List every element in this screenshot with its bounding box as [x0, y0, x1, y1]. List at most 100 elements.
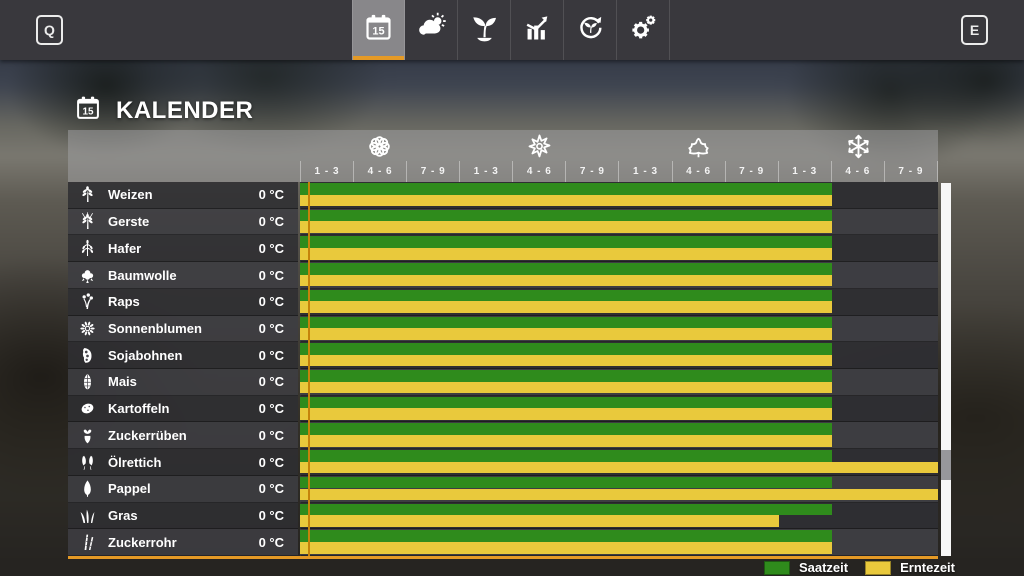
menu-tabs: 15 [352, 0, 670, 60]
vertical-scrollbar[interactable] [941, 183, 951, 556]
weather-icon [416, 12, 447, 48]
next-menu-key-button[interactable]: E [961, 15, 988, 45]
period-label: 7 - 9 [406, 161, 459, 182]
tab-calendar[interactable]: 15 [352, 0, 405, 60]
season-autumn [619, 130, 779, 161]
crop-row-kartoffeln[interactable]: Kartoffeln 0 °C [68, 395, 938, 423]
snowflake-icon [845, 127, 872, 165]
crop-temperature: 0 °C [258, 187, 284, 203]
crop-row-gras[interactable]: Gras 0 °C [68, 502, 938, 530]
tab-economy[interactable] [564, 0, 617, 60]
crop-row-weizen[interactable]: Weizen 0 °C [68, 182, 938, 209]
sow-period-bar [300, 370, 832, 382]
crop-period-chart [300, 395, 938, 423]
harvest-period-bar [300, 194, 832, 207]
crop-name-cell: Gras 0 °C [68, 502, 298, 530]
sun-icon [526, 127, 553, 165]
crop-temperature: 0 °C [258, 507, 284, 523]
chart-legend: Saatzeit Erntezeit [763, 559, 955, 576]
grass-icon [78, 506, 97, 525]
crop-temperature: 0 °C [258, 374, 284, 390]
harvest-period-bar [300, 408, 832, 420]
crop-period-chart [300, 529, 938, 557]
scrollbar-track-gap [941, 450, 951, 480]
legend-swatch-sow [763, 560, 790, 575]
crop-temperature: 0 °C [258, 214, 284, 230]
crop-name-cell: Hafer 0 °C [68, 235, 298, 263]
tab-settings[interactable] [617, 0, 670, 60]
crop-row-pappel[interactable]: Pappel 0 °C [68, 475, 938, 503]
calendar-icon: 15 [74, 94, 102, 127]
sow-period-bar [300, 236, 832, 249]
period-label: 4 - 6 [830, 161, 884, 182]
tab-statistics[interactable] [511, 0, 564, 60]
season-icon-row [300, 130, 938, 161]
wheat-icon [78, 185, 97, 204]
cotton-icon [78, 266, 97, 285]
crop-row-baumwolle[interactable]: Baumwolle 0 °C [68, 262, 938, 289]
crop-name-cell: Raps 0 °C [68, 288, 298, 316]
current-day-indicator [307, 182, 310, 556]
sow-period-bar [300, 209, 832, 222]
calendar-icon: 15 [363, 12, 394, 48]
crop-row-mais[interactable]: Mais 0 °C [68, 369, 938, 396]
crop-row-hafer[interactable]: Hafer 0 °C [68, 235, 938, 263]
crop-row--lrettich[interactable]: Ölrettich 0 °C [68, 449, 938, 476]
crop-row-zuckerrohr[interactable]: Zuckerrohr 0 °C [68, 529, 938, 557]
crop-temperature: 0 °C [258, 481, 284, 497]
legend-label: Saatzeit [798, 560, 849, 575]
crop-period-chart [300, 449, 938, 476]
economy-icon [575, 12, 606, 48]
sow-period-bar [300, 343, 832, 355]
crop-name: Ölrettich [108, 454, 162, 470]
svg-text:15: 15 [82, 107, 94, 118]
sow-period-bar [300, 263, 832, 275]
crop-row-sojabohnen[interactable]: Sojabohnen 0 °C [68, 342, 938, 370]
oat-icon [78, 239, 97, 258]
crop-name-cell: Zuckerrohr 0 °C [68, 529, 298, 557]
tab-crops[interactable] [458, 0, 511, 60]
crop-name: Gerste [108, 214, 150, 230]
crop-row-gerste[interactable]: Gerste 0 °C [68, 208, 938, 236]
period-label: 1 - 3 [777, 161, 831, 182]
panel-bottom-accent [68, 556, 938, 559]
harvest-period-bar [300, 461, 938, 474]
crop-name: Kartoffeln [108, 401, 170, 417]
season-winter [779, 130, 939, 161]
radish-icon [78, 453, 97, 472]
sow-period-bar [300, 396, 832, 409]
crop-temperature: 0 °C [258, 534, 284, 550]
poplar-icon [78, 479, 97, 498]
season-spring [300, 130, 460, 161]
harvest-period-bar [300, 435, 832, 447]
sow-period-bar [300, 183, 832, 195]
harvest-period-bar [300, 248, 832, 260]
sugar-beet-icon [78, 426, 97, 445]
crop-period-chart [300, 288, 938, 316]
crop-name-cell: Kartoffeln 0 °C [68, 395, 298, 423]
crop-temperature: 0 °C [258, 401, 284, 417]
tab-weather[interactable] [405, 0, 458, 60]
sow-period-bar [300, 289, 832, 302]
crop-period-chart [300, 262, 938, 289]
period-label: 1 - 3 [300, 161, 353, 182]
period-label: 1 - 3 [618, 161, 671, 182]
period-label: 7 - 9 [724, 161, 778, 182]
harvest-period-bar [300, 488, 938, 501]
corn-icon [78, 372, 97, 391]
harvest-period-bar [300, 221, 832, 233]
crop-row-sonnenblumen[interactable]: Sonnenblumen 0 °C [68, 315, 938, 343]
harvest-period-bar [300, 381, 832, 394]
crop-name-cell: Gerste 0 °C [68, 208, 298, 236]
period-label: 4 - 6 [671, 161, 725, 182]
crop-name: Hafer [108, 240, 142, 256]
prev-menu-key-button[interactable]: Q [36, 15, 63, 45]
crop-name: Baumwolle [108, 267, 177, 283]
crop-temperature: 0 °C [258, 267, 284, 283]
crop-name: Raps [108, 294, 140, 310]
crop-row-zuckerr-ben[interactable]: Zuckerrüben 0 °C [68, 422, 938, 450]
sprout-icon [469, 12, 500, 48]
crop-row-raps[interactable]: Raps 0 °C [68, 288, 938, 316]
